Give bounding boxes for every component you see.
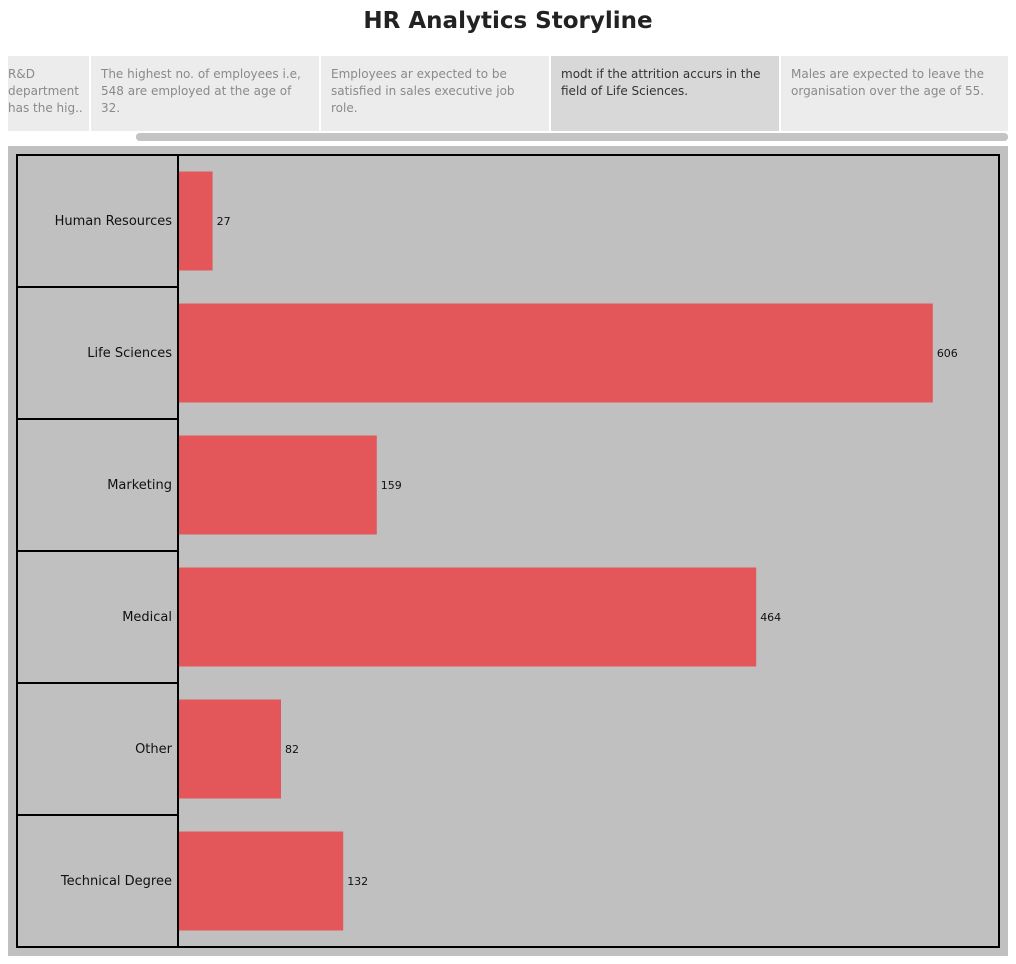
story-navigator: R&D department has the hig.. The highest… xyxy=(8,56,1008,131)
value-label: 27 xyxy=(217,215,231,228)
category-label: Human Resources xyxy=(55,214,173,229)
story-point-2[interactable]: The highest no. of employees i.e, 548 ar… xyxy=(91,56,319,131)
story-scrollbar-thumb[interactable] xyxy=(136,133,1008,141)
story-point-1[interactable]: R&D department has the hig.. xyxy=(8,56,89,131)
chart-frame: Human Resources 27 Life Sciences 606 Marketi… xyxy=(8,146,1008,956)
story-point-3[interactable]: Employees ar expected to be satisfied in… xyxy=(321,56,549,131)
value-label: 159 xyxy=(381,479,402,492)
story-scrollbar[interactable] xyxy=(136,133,1008,141)
value-label: 82 xyxy=(285,743,299,756)
bar-other[interactable] xyxy=(179,699,282,799)
bar-chart: Human Resources 27 Life Sciences 606 Marketi… xyxy=(16,154,1000,948)
category-label: Technical Degree xyxy=(60,874,172,889)
value-label: 132 xyxy=(347,875,368,888)
bar-marketing[interactable] xyxy=(179,435,377,535)
category-label: Marketing xyxy=(107,478,172,493)
bar-technical-degree[interactable] xyxy=(179,831,344,931)
category-label: Medical xyxy=(122,610,172,625)
bar-human-resources[interactable] xyxy=(179,171,213,271)
category-label: Life Sciences xyxy=(87,346,172,361)
story-title: HR Analytics Storyline xyxy=(363,8,653,34)
bar-life-sciences[interactable] xyxy=(179,303,933,403)
value-label: 464 xyxy=(760,611,781,624)
category-label: Other xyxy=(135,742,173,757)
value-label: 606 xyxy=(937,347,958,360)
story-point-5[interactable]: Males are expected to leave the organisa… xyxy=(781,56,1008,131)
story-point-4[interactable]: modt if the attrition accurs in the fiel… xyxy=(551,56,779,131)
bar-medical[interactable] xyxy=(179,567,757,667)
